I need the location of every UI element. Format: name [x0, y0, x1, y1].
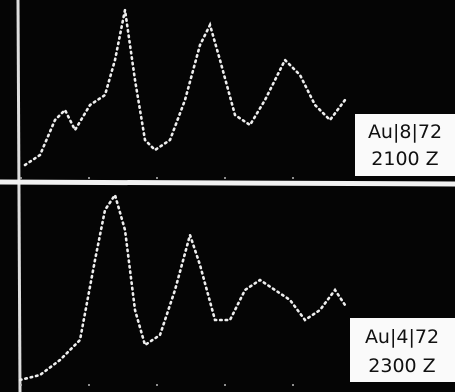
frequency-label: 2300 Z	[368, 355, 435, 377]
sample-label: Au|8|72	[368, 121, 442, 143]
label-box	[355, 114, 455, 176]
panel-separator	[0, 179, 455, 187]
axis-line	[16, 0, 22, 392]
trace	[23, 9, 347, 167]
label-box	[350, 318, 455, 382]
frequency-label: 2100 Z	[371, 148, 438, 170]
trace	[18, 191, 347, 382]
sample-label: Au|4|72	[365, 326, 439, 348]
